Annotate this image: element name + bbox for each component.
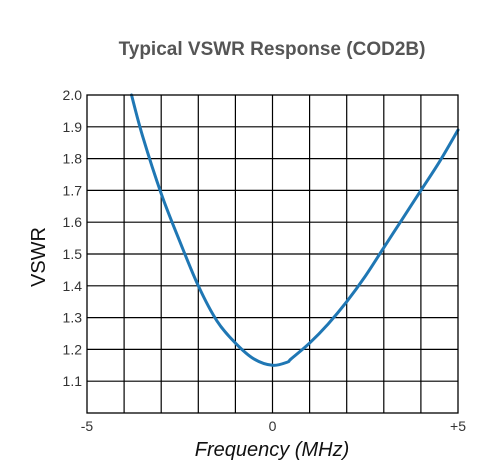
y-tick-label: 1.8 — [63, 151, 83, 167]
y-axis-title: VSWR — [28, 227, 50, 287]
y-tick-label: 1.4 — [63, 278, 83, 294]
chart-title: Typical VSWR Response (COD2B) — [119, 39, 426, 60]
plot-frame — [86, 94, 459, 414]
x-tick-label: +5 — [450, 418, 466, 434]
y-tick-label: 2.0 — [63, 87, 83, 103]
y-tick-label: 1.1 — [63, 373, 83, 389]
x-tick-labels: -5 0 +5 — [81, 418, 466, 434]
series-group — [130, 93, 460, 367]
y-tick-label: 1.2 — [63, 341, 83, 357]
y-tick-label: 1.5 — [63, 246, 83, 262]
y-tick-label: 1.9 — [63, 119, 83, 135]
x-tick-label: -5 — [81, 418, 94, 434]
x-axis-title: Frequency (MHz) — [195, 439, 349, 461]
y-tick-labels: 1.1 1.2 1.3 1.4 1.5 1.6 1.7 1.8 1.9 2.0 — [63, 87, 83, 389]
y-tick-label: 1.7 — [63, 182, 83, 198]
y-tick-label: 1.6 — [63, 214, 83, 230]
x-tick-label: 0 — [269, 418, 277, 434]
y-tick-label: 1.3 — [63, 310, 83, 326]
series-line — [130, 93, 460, 367]
